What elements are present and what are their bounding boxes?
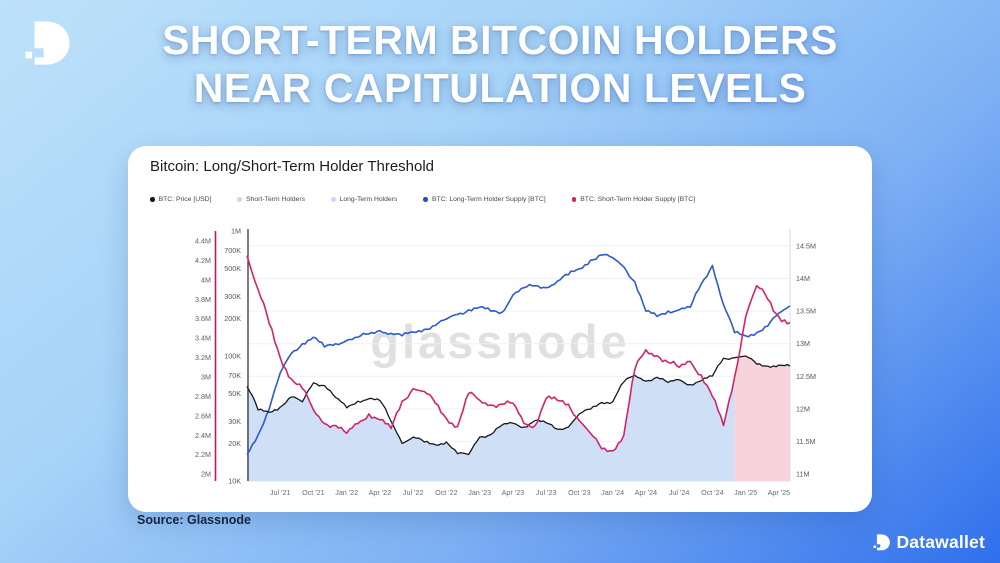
lth-axis-tick: 12M [796, 404, 810, 413]
x-axis-tick: Oct '21 [302, 488, 325, 497]
sth-axis-tick: 2.8M [195, 392, 211, 401]
sth-axis-tick: 3M [201, 372, 211, 381]
chart-legend: BTC: Price [USD] Short-Term Holders Long-T… [150, 196, 695, 203]
legend-dot-icon [237, 197, 243, 202]
price-axis-tick: 300K [224, 292, 241, 301]
legend-dot-icon [571, 197, 577, 202]
lth-axis-tick: 11.5M [796, 437, 815, 446]
sth-axis-tick: 3.8M [195, 295, 211, 304]
lth-axis-tick: 14.5M [796, 242, 816, 251]
sth-axis-tick: 2.2M [195, 450, 211, 459]
x-axis-tick: Oct '22 [435, 488, 458, 497]
datawallet-d-icon-small [873, 534, 891, 551]
legend-item: Long-Term Holders [330, 196, 398, 203]
x-axis-tick: Jul '22 [403, 488, 424, 497]
legend-label: BTC: Short-Term Holder Supply [BTC] [580, 196, 696, 203]
legend-dot-icon [423, 197, 428, 202]
legend-dot-icon [330, 197, 336, 202]
legend-dot-icon [150, 197, 155, 202]
x-axis-tick: Jan '24 [601, 488, 624, 497]
price-axis-tick: 700K [224, 246, 241, 255]
sth-axis-tick: 4.4M [195, 237, 211, 246]
legend-label: BTC: Long-Term Holder Supply [BTC] [431, 196, 546, 203]
source-label: Source: Glassnode [137, 513, 251, 527]
sth-axis-tick: 2.4M [195, 431, 211, 440]
sth-axis-tick: 3.6M [195, 314, 211, 323]
lth-axis-tick: 13.5M [796, 307, 816, 316]
x-axis-tick: Jul '21 [270, 488, 291, 497]
price-line [246, 355, 791, 456]
lth-axis-tick: 11M [796, 469, 809, 478]
legend-item: Short-Term Holders [237, 196, 305, 203]
price-axis-tick: 500K [224, 264, 241, 273]
page-title-line2: NEAR CAPITULATION LEVELS [193, 65, 807, 111]
sth-axis-tick: 3.2M [195, 353, 211, 362]
legend-label: BTC: Price [USD] [158, 196, 212, 203]
x-axis-tick: Jul '24 [669, 488, 690, 497]
lth-regime-fill [247, 375, 735, 481]
lth-axis-tick: 13M [796, 339, 810, 348]
price-axis-tick: 50K [228, 389, 241, 398]
x-axis-tick: Apr '23 [502, 488, 525, 497]
brand-name: Datawallet [896, 532, 985, 552]
price-axis-tick: 20K [228, 439, 241, 448]
sth-regime-fill [734, 356, 790, 481]
x-axis-tick: Jul '23 [536, 488, 557, 497]
price-axis-tick: 10K [228, 477, 241, 486]
price-axis-tick: 70K [228, 371, 241, 380]
legend-label: Short-Term Holders [246, 196, 305, 203]
lth-supply-line [246, 253, 791, 455]
price-axis-tick: 30K [228, 417, 241, 426]
legend-item: BTC: Short-Term Holder Supply [BTC] [571, 196, 696, 203]
sth-axis-tick: 4M [201, 275, 211, 284]
price-axis-tick: 1M [231, 227, 241, 236]
x-axis-tick: Oct '24 [701, 488, 724, 497]
chart-card: Bitcoin: Long/Short-Term Holder Threshol… [128, 146, 872, 512]
lth-axis-tick: 14M [796, 274, 810, 283]
chart-title: Bitcoin: Long/Short-Term Holder Threshol… [150, 158, 435, 175]
x-axis-tick: Apr '24 [635, 488, 658, 497]
sth-axis-tick: 4.2M [195, 256, 211, 265]
page-title: SHORT-TERM BITCOIN HOLDERS NEAR CAPITULA… [0, 16, 1000, 112]
sth-axis-tick: 2M [201, 470, 211, 479]
glassnode-watermark: glassnode [370, 315, 630, 368]
brand-wordmark: Datawallet [873, 532, 985, 553]
lth-axis-tick: 12.5M [796, 372, 816, 381]
x-axis-tick: Jan '22 [335, 488, 358, 497]
legend-item: BTC: Price [USD] [150, 196, 211, 203]
x-axis-tick: Jan '23 [468, 488, 491, 497]
sth-supply-line [246, 255, 791, 453]
sth-axis-tick: 2.6M [195, 411, 211, 420]
x-axis-tick: Apr '22 [369, 488, 392, 497]
price-axis-tick: 100K [224, 352, 241, 361]
sth-axis-tick: 3.4M [195, 334, 211, 343]
datawallet-d-icon [24, 20, 70, 67]
price-supply-chart: 4.4M 4.2M 4M 3.8M 3.6M 3.4M 3.2M 3M 2.8M 2.6M 2.4M… [195, 227, 816, 498]
x-axis-tick: Jan '25 [734, 488, 757, 497]
x-axis-tick: Oct '23 [568, 488, 591, 497]
legend-item: BTC: Long-Term Holder Supply [BTC] [423, 196, 546, 203]
x-axis-tick: Apr '25 [768, 488, 791, 497]
price-axis-tick: 200K [224, 314, 241, 323]
page-title-line1: SHORT-TERM BITCOIN HOLDERS [162, 17, 838, 63]
legend-label: Long-Term Holders [339, 196, 398, 203]
